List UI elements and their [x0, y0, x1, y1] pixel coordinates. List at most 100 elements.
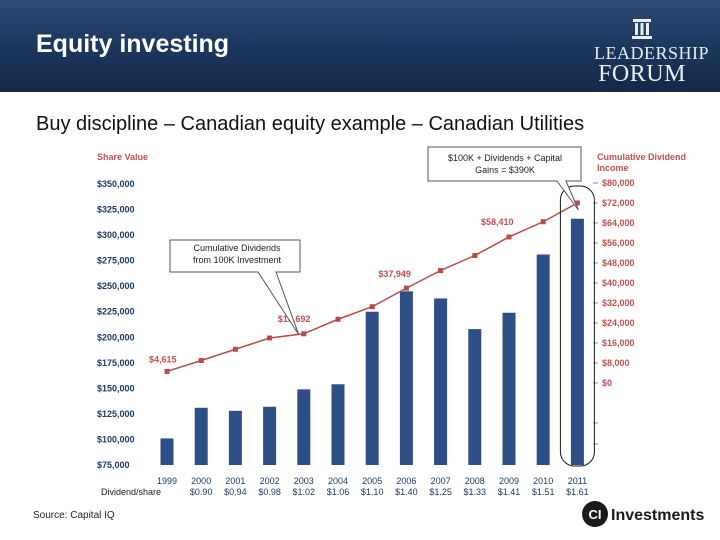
dividend-per-share-value: $0.90	[190, 487, 213, 497]
year-tick-label: 2002	[260, 476, 280, 486]
share-value-bar	[228, 410, 242, 465]
dividend-per-share-value: $1.51	[532, 487, 555, 497]
dividend-per-share-value: $1.25	[429, 487, 452, 497]
dividend-point	[267, 335, 273, 341]
right-axis-tick-label: $32,000	[602, 298, 635, 308]
year-tick-label: 2001	[225, 476, 245, 486]
dividend-point	[403, 285, 409, 291]
share-value-bar	[399, 291, 413, 465]
slide-title: Equity investing	[36, 30, 230, 58]
left-axis-title: Share Value	[97, 152, 148, 162]
callout-total-box	[427, 146, 582, 211]
right-axis-tick-label: $64,000	[602, 218, 635, 228]
dividend-data-label: $19,692	[278, 314, 311, 324]
dividend-data-label: $58,410	[481, 217, 514, 227]
share-value-bar	[263, 406, 277, 465]
dividend-point	[540, 219, 546, 225]
dividend-point	[574, 200, 580, 206]
year-tick-label: 2005	[362, 476, 382, 486]
dividend-point	[438, 268, 444, 273]
year-tick-label: 2000	[191, 476, 211, 486]
right-axis-tick-label: $48,000	[602, 258, 635, 268]
dividend-point	[506, 234, 512, 240]
left-axis-tick-label: $100,000	[97, 434, 135, 444]
left-axis-tick-label: $175,000	[97, 358, 135, 368]
share-value-bar	[434, 298, 448, 465]
dividend-per-share-value: $1.06	[327, 487, 350, 497]
year-tick-label: 2010	[533, 476, 553, 486]
dividend-point	[472, 253, 478, 258]
year-tick-label: 2009	[499, 476, 519, 486]
dividend-row-label: Dividend/share	[101, 487, 161, 497]
share-value-bar	[468, 329, 482, 465]
logo-line-1: LEADERSHIP	[594, 43, 710, 63]
left-axis-tick-label: $350,000	[97, 179, 135, 189]
right-axis-tick-label: $0	[602, 378, 612, 388]
share-value-bar	[536, 254, 550, 465]
right-axis-tick-label: $56,000	[602, 238, 635, 248]
right-axis-tick-label: $16,000	[602, 338, 635, 348]
dividend-point	[164, 368, 170, 374]
left-axis-tick-label: $275,000	[97, 256, 135, 266]
highlight-oval	[559, 185, 595, 467]
year-tick-label: 1999	[157, 476, 177, 486]
right-axis-tick-label: $72,000	[602, 198, 635, 208]
dividend-data-label: $37,949	[378, 269, 411, 279]
dividend-point	[301, 331, 307, 337]
right-axis-tick-label: $80,000	[602, 178, 635, 188]
left-axis-tick-label: $150,000	[97, 383, 135, 393]
dividend-data-label: $4,615	[149, 354, 177, 364]
left-axis-tick-label: $225,000	[97, 307, 135, 317]
ci-investments-logo: CI Investments	[582, 501, 704, 527]
dividend-point	[335, 316, 341, 322]
share-value-bar	[365, 311, 379, 465]
right-axis-tick-label: $40,000	[602, 278, 635, 288]
left-axis-tick-label: $250,000	[97, 281, 135, 291]
dividend-per-share-value: $1.10	[361, 487, 384, 497]
ci-logo-text: Investments	[611, 507, 704, 524]
dividend-per-share-value: $0.94	[224, 487, 247, 497]
left-axis-tick-label: $325,000	[97, 205, 135, 215]
ci-logo-mark: CI	[589, 507, 602, 522]
callout-total-text: $100K + Dividends + Capital	[448, 153, 562, 163]
share-value-bar	[160, 438, 174, 465]
year-tick-label: 2011	[568, 476, 587, 486]
right-axis-title-line: Income	[597, 163, 629, 173]
share-value-bar	[570, 218, 584, 465]
left-axis-tick-label: $125,000	[97, 409, 135, 419]
right-axis-title-line: Cumulative Dividend	[597, 152, 686, 162]
title-bar: Equity investing LEADERSHIP FORUM	[0, 0, 720, 92]
year-tick-label: 2007	[431, 476, 451, 486]
left-axis-tick-label: $200,000	[97, 332, 135, 342]
slide-subtitle: Buy discipline – Canadian equity example…	[36, 113, 585, 135]
dividend-per-share-value: $1.33	[464, 487, 487, 497]
year-tick-label: 2004	[328, 476, 348, 486]
left-axis-tick-label: $300,000	[97, 230, 135, 240]
source-note: Source: Capital IQ	[33, 510, 115, 521]
year-tick-label: 2003	[294, 476, 314, 486]
share-value-bar	[331, 384, 345, 465]
dividend-point	[198, 358, 204, 363]
year-tick-label: 2006	[396, 476, 416, 486]
dividend-per-share-value: $1.41	[498, 487, 521, 497]
left-axis-tick-label: $75,000	[97, 460, 130, 470]
share-value-bar	[194, 407, 208, 465]
pillar-icon	[632, 19, 652, 39]
dividend-per-share-value: $1.02	[293, 487, 316, 497]
right-axis-tick-label: $24,000	[602, 318, 635, 328]
ci-logo-circle	[582, 501, 608, 527]
callout-dividends-text: Cumulative Dividends	[193, 243, 281, 253]
leadership-forum-logo: LEADERSHIP FORUM	[594, 18, 710, 87]
logo-line-2: FORUM	[598, 61, 686, 87]
dividend-per-share-value: $1.40	[395, 487, 418, 497]
callout-dividends-text: from 100K Investment	[193, 255, 282, 265]
callout-dividends-box	[169, 239, 301, 336]
dividend-point	[369, 304, 375, 310]
share-value-bar	[297, 389, 311, 465]
callout-total-text: Gains = $390K	[475, 165, 535, 175]
dividend-per-share-value: $0.98	[258, 487, 281, 497]
right-axis-tick-label: $8,000	[602, 358, 630, 368]
dividend-per-share-value: $1.61	[566, 487, 589, 497]
year-tick-label: 2008	[465, 476, 485, 486]
